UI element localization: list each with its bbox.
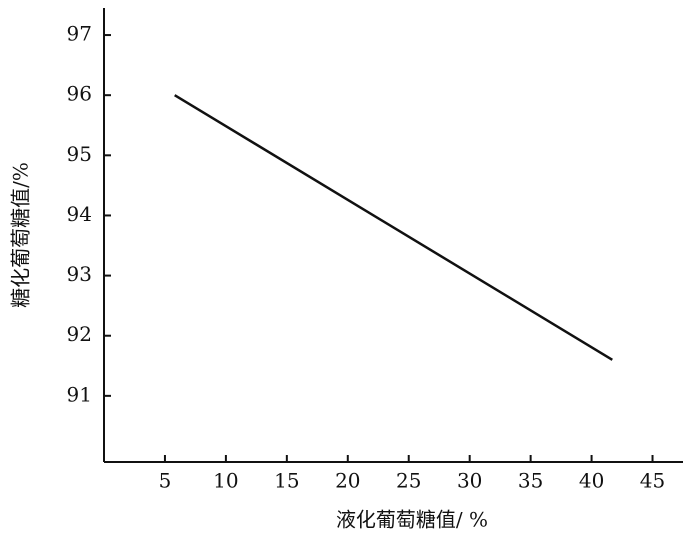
x-tick-label: 30 <box>457 469 482 493</box>
x-tick-label: 20 <box>335 469 360 493</box>
y-tick-label: 92 <box>67 322 92 346</box>
x-tick-label: 45 <box>640 469 665 493</box>
y-tick-label: 97 <box>67 22 92 46</box>
x-tick-label: 40 <box>579 469 604 493</box>
x-tick-label: 5 <box>159 469 172 493</box>
x-tick-label: 10 <box>213 469 238 493</box>
y-axis-label: 糖化葡萄糖值/% <box>9 162 33 308</box>
y-tick-label: 96 <box>67 82 92 106</box>
x-tick-label: 35 <box>518 469 543 493</box>
x-tick-label: 25 <box>396 469 421 493</box>
y-tick-label: 95 <box>67 142 92 166</box>
x-tick-label: 15 <box>274 469 299 493</box>
y-tick-label: 91 <box>67 382 92 406</box>
data-line <box>174 94 613 361</box>
x-axis-label: 液化葡萄糖值/ % <box>336 508 488 532</box>
y-tick-label: 94 <box>67 202 92 226</box>
y-tick-label: 93 <box>67 262 92 286</box>
